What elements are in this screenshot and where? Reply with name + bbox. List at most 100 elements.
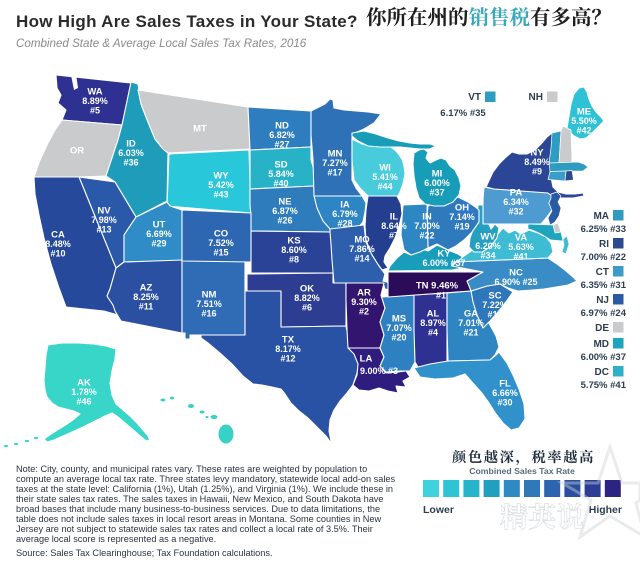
svg-text:IA: IA (340, 200, 350, 211)
svg-text:5.84%: 5.84% (268, 169, 294, 179)
svg-text:8.82%: 8.82% (294, 293, 320, 303)
svg-text:Jersey are not subject to stat: Jersey are not subject to statewide sale… (16, 524, 373, 534)
svg-text:#15: #15 (213, 248, 228, 258)
svg-text:Combined State & Average Local: Combined State & Average Local Sales Tax… (16, 37, 307, 50)
svg-text:5.75% #41: 5.75% #41 (581, 380, 627, 391)
svg-text:6.90% #25: 6.90% #25 (494, 277, 537, 287)
svg-text:7.07%: 7.07% (386, 323, 412, 333)
svg-text:#18: #18 (487, 310, 502, 320)
svg-text:NJ: NJ (596, 295, 609, 306)
svg-text:FL: FL (499, 379, 511, 390)
svg-text:6.97% #24: 6.97% #24 (581, 308, 627, 319)
svg-text:compute an average local tax r: compute an average local tax rate. Three… (16, 474, 396, 484)
svg-text:GA: GA (464, 309, 478, 320)
svg-text:their state sales tax rates. T: their state sales tax rates. The sales t… (16, 494, 384, 504)
svg-text:#22: #22 (419, 231, 434, 241)
svg-text:7.27%: 7.27% (322, 158, 348, 168)
svg-text:DE: DE (595, 323, 609, 334)
svg-text:WY: WY (213, 171, 229, 182)
svg-text:#41: #41 (513, 252, 528, 262)
svg-text:6.17% #35: 6.17% #35 (440, 108, 486, 119)
svg-text:5.42%: 5.42% (208, 180, 234, 190)
svg-text:7.00%: 7.00% (414, 221, 440, 231)
svg-text:taxes at the state level: Cali: taxes at the state level: California (1%… (16, 484, 393, 494)
svg-text:MN: MN (328, 149, 343, 160)
svg-text:#13: #13 (96, 225, 111, 235)
svg-text:NH: NH (529, 92, 543, 103)
svg-text:average local score is represe: average local score is represented as a … (16, 534, 216, 544)
svg-text:6.82%: 6.82% (269, 130, 295, 140)
svg-text:8.64%: 8.64% (381, 221, 407, 231)
svg-text:VA: VA (515, 233, 528, 244)
svg-text:8.25%: 8.25% (133, 292, 159, 302)
svg-text:9.30%: 9.30% (351, 297, 377, 307)
svg-text:#28: #28 (337, 219, 352, 229)
svg-text:#4: #4 (428, 328, 438, 338)
svg-text:PA: PA (510, 188, 523, 199)
svg-text:#9: #9 (532, 167, 542, 177)
svg-text:CO: CO (214, 229, 228, 240)
svg-text:#17: #17 (327, 168, 342, 178)
svg-text:#44: #44 (377, 182, 392, 192)
svg-text:TX: TX (282, 335, 295, 346)
svg-text:LA: LA (360, 354, 373, 365)
svg-text:#30: #30 (497, 398, 512, 408)
svg-text:1.78%: 1.78% (71, 387, 97, 397)
svg-text:6.03%: 6.03% (118, 148, 144, 158)
svg-text:RI: RI (599, 239, 609, 250)
svg-text:6.00% #37: 6.00% #37 (422, 258, 465, 268)
svg-text:6.69%: 6.69% (146, 229, 172, 239)
svg-text:6.79%: 6.79% (332, 209, 358, 219)
svg-text:8.17%: 8.17% (275, 344, 301, 354)
svg-text:WV: WV (480, 232, 496, 243)
svg-text:#45: #45 (188, 438, 202, 448)
svg-text:#34: #34 (480, 251, 495, 261)
svg-text:7.51%: 7.51% (196, 299, 222, 309)
svg-text:#11: #11 (139, 302, 154, 312)
svg-text:OR: OR (70, 146, 84, 157)
svg-text:table does not include sales t: table does not include sales taxes in lo… (16, 514, 382, 524)
svg-text:7.52%: 7.52% (208, 238, 234, 248)
svg-text:#46: #46 (76, 397, 91, 407)
svg-text:SC: SC (488, 291, 501, 302)
svg-text:AK: AK (77, 378, 91, 389)
svg-text:NM: NM (202, 290, 217, 301)
svg-text:Combined Sales Tax Rate: Combined Sales Tax Rate (469, 466, 575, 476)
svg-text:#43: #43 (213, 190, 228, 200)
svg-text:8.49%: 8.49% (524, 157, 550, 167)
svg-text:MS: MS (392, 314, 406, 325)
svg-text:CA: CA (51, 230, 65, 241)
svg-text:Note: City, county, and munici: Note: City, county, and municipal rates … (16, 464, 367, 474)
svg-text:#32: #32 (508, 207, 523, 217)
svg-text:MA: MA (593, 211, 609, 222)
svg-text:Lower: Lower (423, 504, 454, 516)
svg-text:6.34%: 6.34% (503, 197, 529, 207)
svg-text:6.66%: 6.66% (492, 388, 518, 398)
svg-text:#16: #16 (201, 309, 216, 319)
svg-text:MT: MT (193, 124, 207, 135)
svg-text:8.89%: 8.89% (82, 96, 108, 106)
svg-text:NC: NC (509, 268, 523, 279)
svg-text:7.22%: 7.22% (482, 300, 508, 310)
svg-text:NE: NE (278, 197, 291, 208)
svg-text:9.00% #3: 9.00% #3 (360, 366, 398, 376)
svg-text:DC: DC (595, 367, 609, 378)
svg-text:OH: OH (455, 203, 469, 214)
svg-text:WI: WI (379, 163, 391, 174)
svg-text:8.97%: 8.97% (420, 318, 446, 328)
svg-text:IN: IN (422, 212, 432, 223)
svg-text:Higher: Higher (589, 504, 622, 516)
svg-text:#10: #10 (50, 249, 65, 259)
svg-text:6.25% #33: 6.25% #33 (581, 224, 626, 235)
svg-text:ND: ND (275, 121, 289, 132)
svg-text:TN 9.46%: TN 9.46% (416, 281, 459, 292)
svg-text:UT: UT (153, 220, 166, 231)
svg-text:#29: #29 (151, 239, 166, 249)
svg-text:#40: #40 (273, 179, 288, 189)
svg-text:Source: Sales Tax Clearinghous: Source: Sales Tax Clearinghouse; Tax Fou… (16, 548, 273, 558)
svg-text:#37: #37 (429, 188, 444, 198)
svg-text:IL: IL (390, 212, 399, 223)
svg-text:OK: OK (300, 284, 314, 295)
svg-text:#36: #36 (123, 158, 138, 168)
svg-text:#20: #20 (391, 333, 406, 343)
